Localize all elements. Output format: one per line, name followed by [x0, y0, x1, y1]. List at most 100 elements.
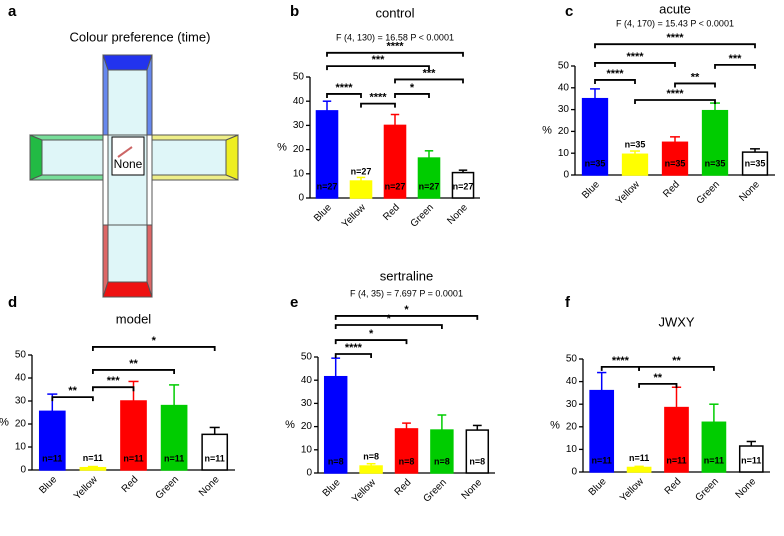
significance-bracket: [334, 339, 408, 345]
chart-subtitle: F (4, 35) = 7.697 P = 0.0001: [350, 288, 463, 298]
significance-label: ****: [345, 342, 363, 354]
significance-label: *: [410, 82, 415, 94]
significance-bracket: [360, 102, 396, 108]
bar: [701, 109, 729, 176]
significance-label: ****: [606, 68, 624, 80]
n-label: n=27: [317, 181, 338, 191]
x-tick-label: Red: [663, 476, 684, 497]
bar: [315, 110, 339, 199]
significance-label: ****: [666, 32, 684, 44]
n-label: n=11: [164, 453, 184, 463]
y-tick-label: 10: [301, 444, 313, 455]
chart-title: JWXY: [658, 314, 694, 329]
chart-title: model: [116, 311, 152, 326]
n-label: n=11: [205, 453, 225, 463]
x-tick-label: Red: [393, 477, 414, 498]
x-tick-label: Red: [120, 474, 141, 495]
x-tick-label: Yellow: [614, 179, 643, 208]
significance-bracket: [714, 64, 756, 69]
x-tick-label: Blue: [321, 477, 343, 499]
significance-bracket: [394, 78, 464, 84]
significance-bracket: [334, 324, 443, 329]
x-tick-label: Blue: [580, 179, 602, 201]
y-tick-label: 30: [293, 120, 305, 131]
bar: [38, 410, 66, 471]
x-tick-label: Yellow: [350, 477, 379, 506]
panel-label: d: [8, 294, 17, 311]
bar: [589, 389, 615, 473]
significance-label: **: [672, 355, 681, 367]
x-tick-label: Blue: [587, 476, 609, 498]
bar: [349, 180, 373, 199]
significance-label: *: [387, 313, 392, 325]
chart-title: acute: [659, 1, 691, 16]
y-tick-label: 50: [15, 350, 27, 361]
x-tick-label: Yellow: [72, 474, 101, 503]
significance-label: **: [129, 358, 138, 370]
x-tick-label: None: [197, 474, 222, 499]
bar: [621, 153, 649, 176]
y-tick-label: 10: [558, 148, 570, 159]
panel-label: b: [290, 3, 299, 20]
center-label: None: [114, 157, 143, 171]
significance-bracket: [600, 366, 640, 371]
x-tick-label: Yellow: [618, 476, 647, 505]
x-tick-label: Red: [381, 202, 402, 223]
significance-bracket: [638, 366, 715, 371]
panel-label: e: [290, 294, 298, 311]
significance-bracket: [92, 369, 175, 374]
significance-label: ***: [372, 54, 386, 66]
bar: [661, 141, 689, 176]
significance-label: **: [691, 71, 700, 83]
significance-label: ****: [335, 82, 353, 94]
y-tick-label: 40: [566, 376, 578, 387]
significance-bracket: [51, 396, 94, 402]
significance-bracket: [326, 93, 362, 98]
significance-label: ***: [423, 67, 437, 79]
bar: [160, 404, 188, 471]
bar: [120, 400, 147, 471]
x-tick-label: None: [445, 202, 470, 227]
bar: [359, 465, 383, 474]
y-tick-label: 20: [15, 419, 27, 430]
significance-label: ****: [666, 88, 684, 100]
n-label: n=35: [625, 140, 646, 150]
significance-label: *: [404, 304, 409, 316]
y-tick-label: 50: [293, 72, 305, 83]
significance-bracket: [326, 51, 464, 57]
n-label: n=11: [704, 455, 724, 465]
y-tick-label: 40: [558, 82, 570, 93]
bar: [383, 124, 407, 199]
y-tick-label: 10: [293, 168, 305, 179]
x-tick-label: Yellow: [340, 202, 369, 231]
x-tick-label: Red: [661, 179, 682, 200]
n-label: n=35: [585, 158, 606, 168]
bar: [201, 433, 229, 471]
n-label: n=35: [745, 158, 766, 168]
y-tick-label: 40: [15, 373, 27, 384]
bar: [417, 157, 441, 199]
y-tick-label: 0: [571, 467, 577, 478]
y-axis-label: %: [0, 416, 9, 428]
y-axis-label: %: [550, 419, 560, 431]
y-tick-label: 0: [298, 193, 304, 204]
cross-maze: [29, 54, 239, 298]
n-label: n=11: [42, 453, 62, 463]
significance-bracket: [92, 386, 135, 392]
bar: [430, 429, 454, 474]
significance-bracket: [92, 346, 216, 351]
bar: [626, 466, 652, 473]
y-axis-label: %: [285, 419, 295, 431]
n-label: n=35: [705, 158, 726, 168]
panel-label: a: [8, 3, 17, 20]
bar: [581, 97, 609, 176]
y-tick-label: 40: [293, 96, 305, 107]
significance-bracket: [594, 79, 636, 84]
significance-bracket: [638, 382, 678, 388]
y-tick-label: 50: [558, 61, 570, 72]
x-tick-label: Green: [154, 474, 181, 501]
significance-bracket: [326, 65, 430, 71]
x-tick-label: Blue: [312, 202, 334, 224]
n-label: n=8: [469, 456, 485, 466]
